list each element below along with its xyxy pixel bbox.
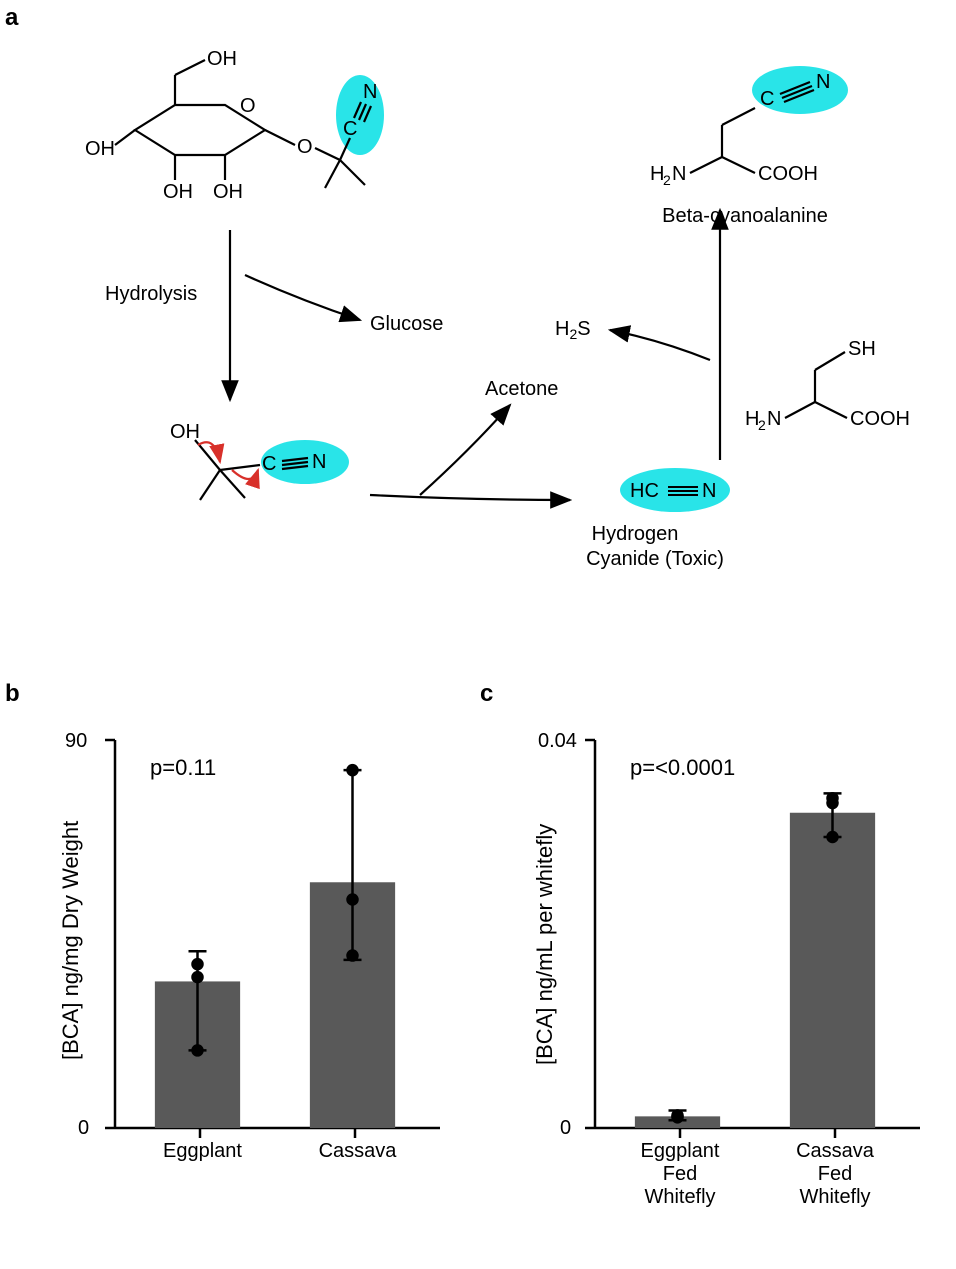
svg-text:HC: HC bbox=[630, 480, 659, 502]
chart-c: 0.04 0 [BCA] ng/mL per whitefly p=<0.000… bbox=[490, 690, 950, 1260]
hcn-label-1: Hydrogen bbox=[592, 523, 679, 545]
chart-b-svg bbox=[20, 690, 470, 1190]
svg-text:C: C bbox=[262, 453, 276, 475]
svg-text:N: N bbox=[767, 408, 781, 430]
chart-b-pvalue: p=0.11 bbox=[150, 755, 216, 781]
figure-root: a b c O OH OH OH bbox=[0, 0, 956, 1269]
chart-c-ytick-0: 0.04 bbox=[538, 730, 577, 753]
chart-c-ylabel: [BCA] ng/mL per whitefly bbox=[532, 824, 558, 1065]
svg-text:N: N bbox=[702, 480, 716, 502]
svg-text:OH: OH bbox=[213, 181, 243, 203]
h2s-label: H2S bbox=[555, 318, 591, 342]
chart-c-ytick-1: 0 bbox=[560, 1117, 571, 1140]
svg-text:O: O bbox=[240, 95, 256, 117]
svg-text:SH: SH bbox=[848, 338, 876, 360]
svg-text:COOH: COOH bbox=[758, 163, 818, 185]
chart-b-ylabel: [BCA] ng/mg Dry Weight bbox=[58, 821, 84, 1060]
svg-text:O: O bbox=[297, 136, 313, 158]
svg-text:N: N bbox=[312, 451, 326, 473]
hcn-label-2: Cyanide (Toxic) bbox=[586, 548, 724, 570]
svg-text:2: 2 bbox=[663, 172, 671, 188]
chart-b-cat-0: Eggplant bbox=[155, 1140, 250, 1163]
svg-text:OH: OH bbox=[170, 421, 200, 443]
svg-text:OH: OH bbox=[207, 48, 237, 70]
svg-text:COOH: COOH bbox=[850, 408, 910, 430]
svg-text:C: C bbox=[760, 88, 774, 110]
chart-c-pvalue: p=<0.0001 bbox=[630, 755, 735, 781]
chart-b-ytick-0: 90 bbox=[65, 730, 87, 753]
svg-text:C: C bbox=[343, 118, 357, 140]
chart-c-cat-0: Eggplant Fed Whitefly bbox=[630, 1140, 730, 1209]
acetone-label: Acetone bbox=[485, 378, 558, 400]
hydrolysis-label: Hydrolysis bbox=[105, 283, 197, 305]
bca-label: Beta-cyanoalanine bbox=[662, 205, 828, 227]
chart-c-cat-1: Cassava Fed Whitefly bbox=[785, 1140, 885, 1209]
chart-b: 90 0 [BCA] ng/mg Dry Weight p=0.11 Eggpl… bbox=[20, 690, 470, 1260]
glucose-label: Glucose bbox=[370, 313, 443, 335]
svg-text:N: N bbox=[816, 71, 830, 93]
svg-text:OH: OH bbox=[163, 181, 193, 203]
svg-text:2: 2 bbox=[758, 417, 766, 433]
chart-b-cat-1: Cassava bbox=[310, 1140, 405, 1163]
panel-b-label: b bbox=[5, 680, 20, 708]
svg-text:N: N bbox=[672, 163, 686, 185]
chart-b-ytick-1: 0 bbox=[78, 1117, 89, 1140]
panel-a-diagram: O OH OH OH OH O C bbox=[0, 0, 956, 670]
svg-text:OH: OH bbox=[85, 138, 115, 160]
svg-text:N: N bbox=[363, 81, 377, 103]
